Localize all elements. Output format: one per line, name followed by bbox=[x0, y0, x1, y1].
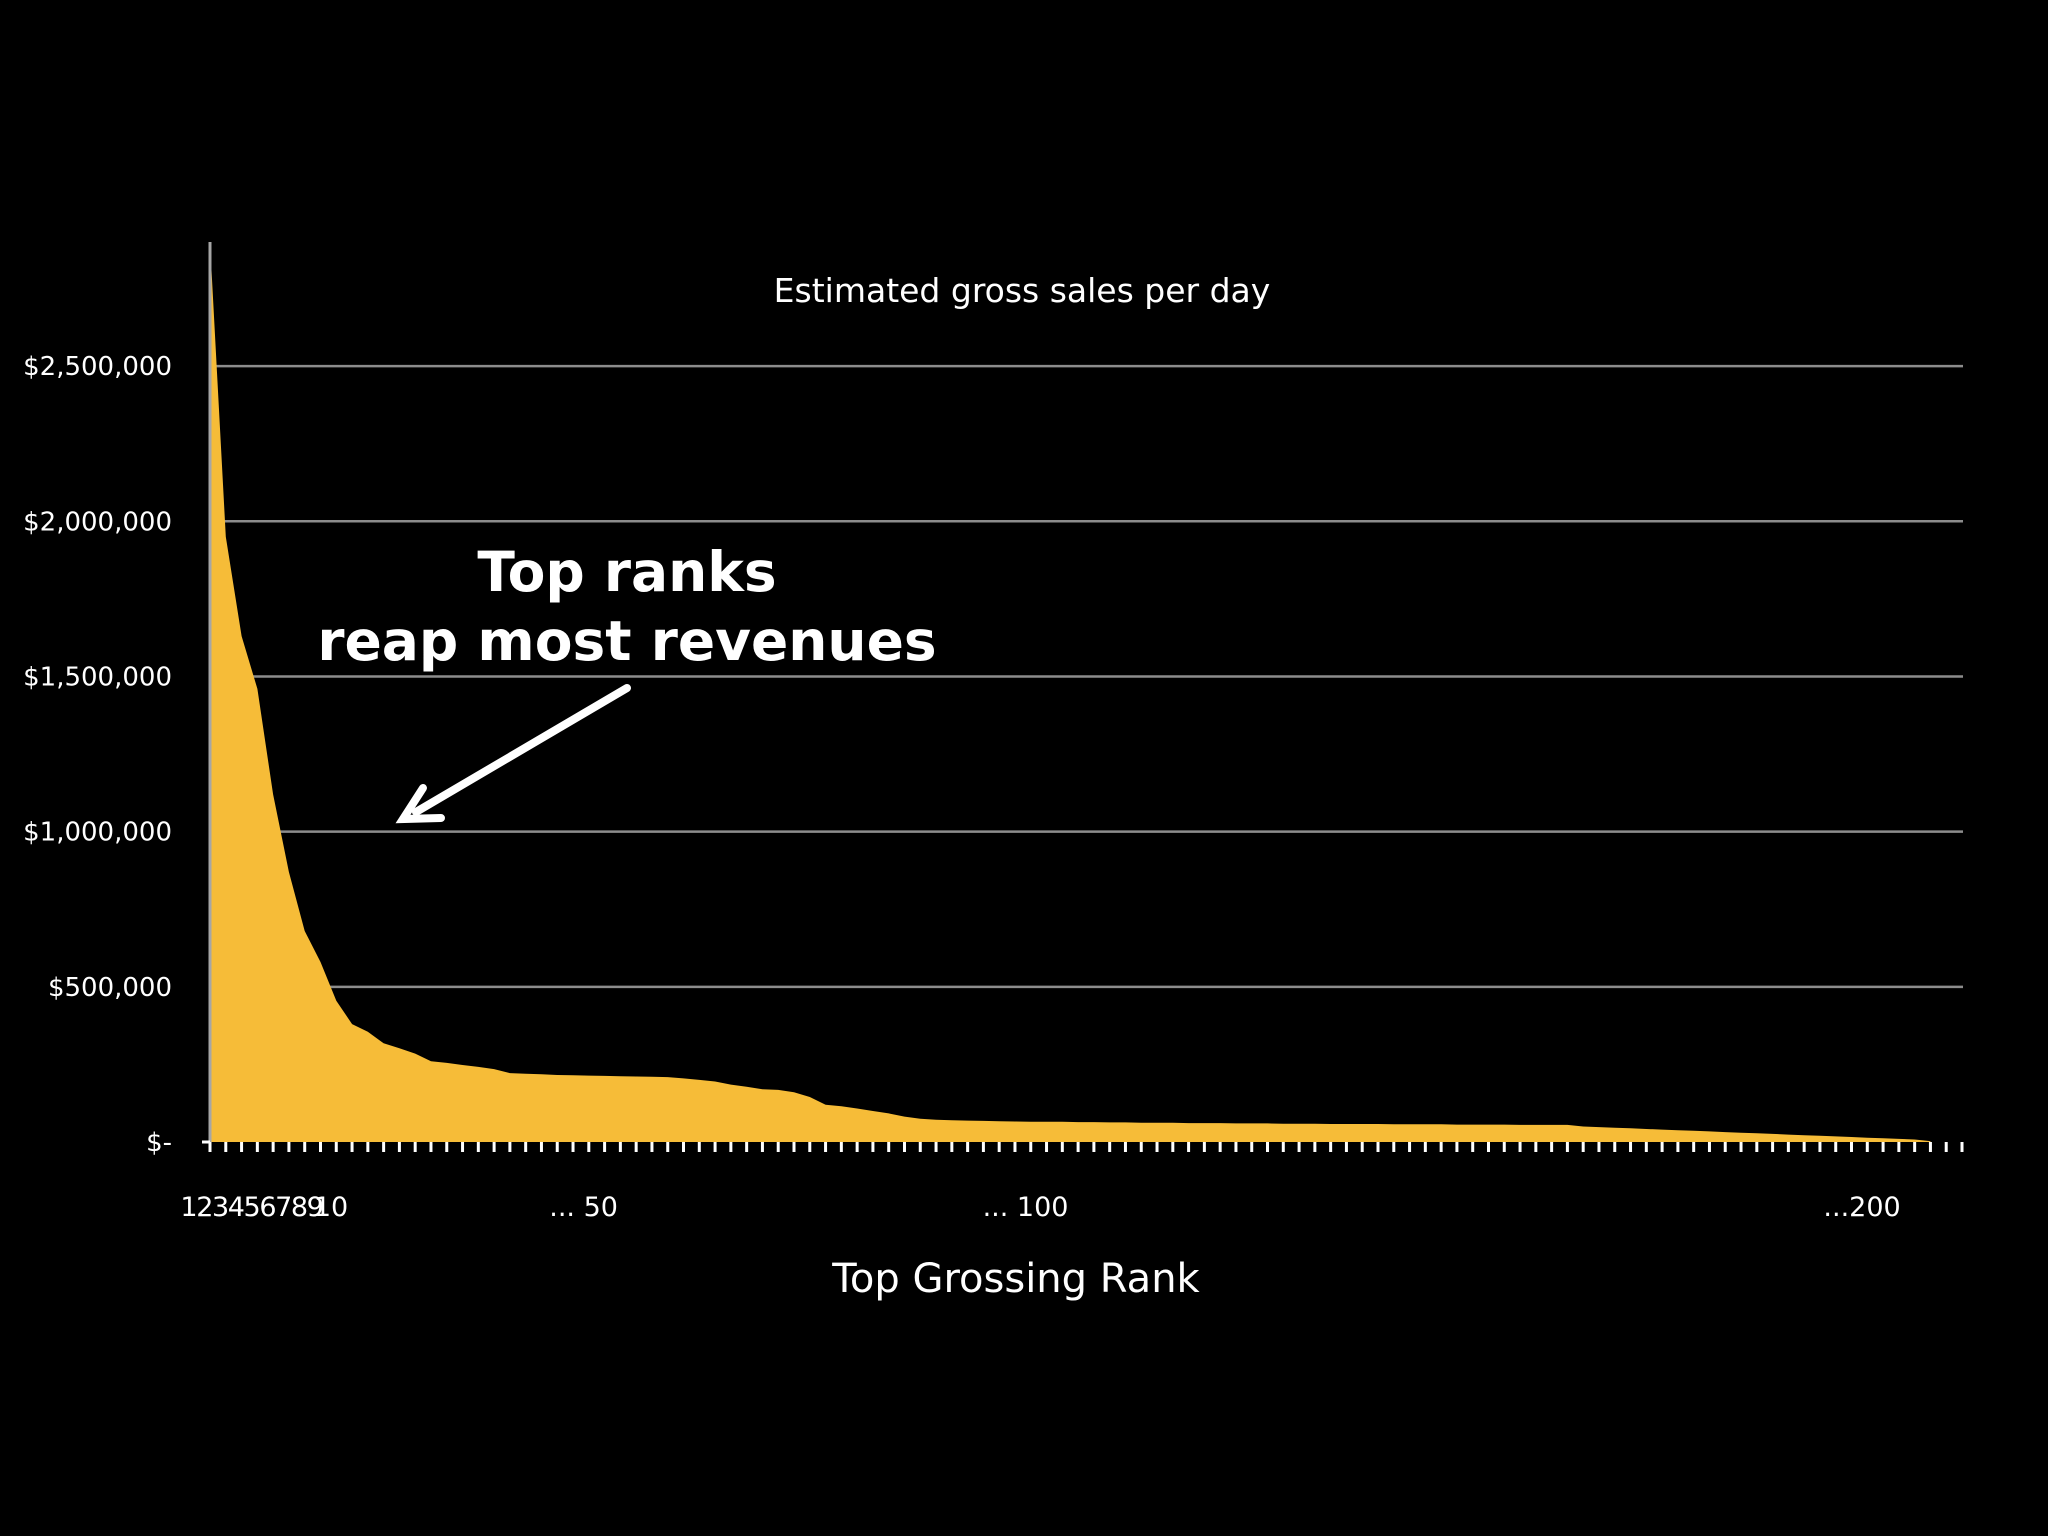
x-tick-label: 8 bbox=[291, 1192, 308, 1223]
annotation-arrow-shaft bbox=[412, 684, 631, 816]
arrow-icon bbox=[395, 784, 445, 824]
x-tick-label: 9 bbox=[307, 1192, 324, 1223]
y-axis-tick-labels: $- $500,000 $1,000,000 $1,500,000 $2,000,000… bbox=[23, 352, 172, 1158]
x-tick-label: 3 bbox=[212, 1192, 229, 1223]
x-tick-label: 1 bbox=[180, 1192, 197, 1223]
x-tick-label: 6 bbox=[259, 1192, 276, 1223]
annotation-line-2: reap most revenues bbox=[317, 609, 936, 673]
y-tick-label: $- bbox=[146, 1128, 172, 1158]
x-tick-label: 4 bbox=[228, 1192, 245, 1223]
x-tick-label: ...200 bbox=[1823, 1192, 1900, 1223]
x-tick-label: 10 bbox=[314, 1192, 348, 1223]
x-tick-label: 5 bbox=[244, 1192, 261, 1223]
gridlines bbox=[210, 364, 1963, 989]
chart-title: Estimated gross sales per day bbox=[774, 271, 1271, 310]
annotation-line-1: Top ranks bbox=[477, 540, 776, 604]
y-tick-label: $1,000,000 bbox=[23, 818, 172, 848]
y-tick-label: $2,500,000 bbox=[23, 352, 172, 382]
annotation: Top ranks reap most revenues bbox=[317, 540, 937, 824]
x-tick-label: ... 50 bbox=[549, 1192, 618, 1223]
x-tick-label: 7 bbox=[275, 1192, 292, 1223]
x-tick-label: ... 100 bbox=[983, 1192, 1069, 1223]
x-tick-label: 2 bbox=[196, 1192, 213, 1223]
y-tick-label: $2,000,000 bbox=[23, 507, 172, 537]
y-tick-label: $500,000 bbox=[48, 973, 172, 1003]
sales-area bbox=[210, 242, 1931, 1142]
x-axis-title: Top Grossing Rank bbox=[831, 1256, 1200, 1302]
y-tick-label: $1,500,000 bbox=[23, 662, 172, 692]
x-axis-ticks bbox=[202, 1140, 1964, 1152]
